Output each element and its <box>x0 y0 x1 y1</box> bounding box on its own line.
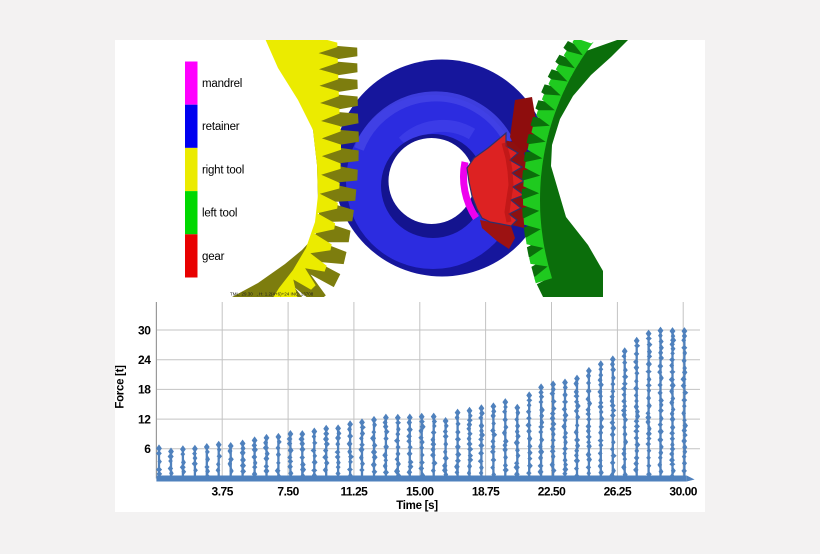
svg-text:22.50: 22.50 <box>538 485 566 499</box>
svg-text:26.25: 26.25 <box>604 485 632 499</box>
svg-text:right tool: right tool <box>202 164 244 176</box>
svg-text:7.50: 7.50 <box>277 485 299 499</box>
svg-text:retainer: retainer <box>202 121 240 133</box>
svg-text:12: 12 <box>138 412 151 426</box>
svg-text:24: 24 <box>138 353 151 367</box>
svg-text:6: 6 <box>144 442 151 456</box>
svg-text:30.00: 30.00 <box>669 485 697 499</box>
svg-text:gear: gear <box>202 251 225 263</box>
svg-text:30: 30 <box>138 323 151 337</box>
svg-text:3.75: 3.75 <box>212 485 234 499</box>
svg-text:Time [s]: Time [s] <box>396 500 438 512</box>
svg-text:TML: 29.30 , H: 1.2(4+6)+24: TML: 29.30 , H: 1.2(4+6)+24 INC: 13708 <box>230 292 314 297</box>
svg-text:15.00: 15.00 <box>406 485 434 499</box>
svg-text:mandrel: mandrel <box>202 78 242 90</box>
svg-text:left tool: left tool <box>202 208 237 220</box>
svg-text:18: 18 <box>138 383 151 397</box>
svg-text:Force [t]: Force [t] <box>115 365 127 409</box>
svg-text:18.75: 18.75 <box>472 485 500 499</box>
svg-text:11.25: 11.25 <box>340 485 368 499</box>
